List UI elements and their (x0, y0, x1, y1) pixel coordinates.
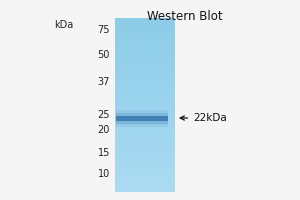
Text: 22kDa: 22kDa (180, 113, 227, 123)
Bar (116, 112, 168, 123)
Text: kDa: kDa (54, 20, 73, 30)
Text: 75: 75 (98, 25, 110, 35)
Text: 25: 25 (98, 110, 110, 120)
Text: 15: 15 (98, 148, 110, 158)
Bar (116, 110, 168, 127)
Text: Western Blot: Western Blot (147, 10, 223, 23)
Text: 37: 37 (98, 77, 110, 87)
Text: 20: 20 (98, 125, 110, 135)
Text: 10: 10 (98, 169, 110, 179)
Bar (116, 116, 168, 120)
Text: 50: 50 (98, 50, 110, 60)
